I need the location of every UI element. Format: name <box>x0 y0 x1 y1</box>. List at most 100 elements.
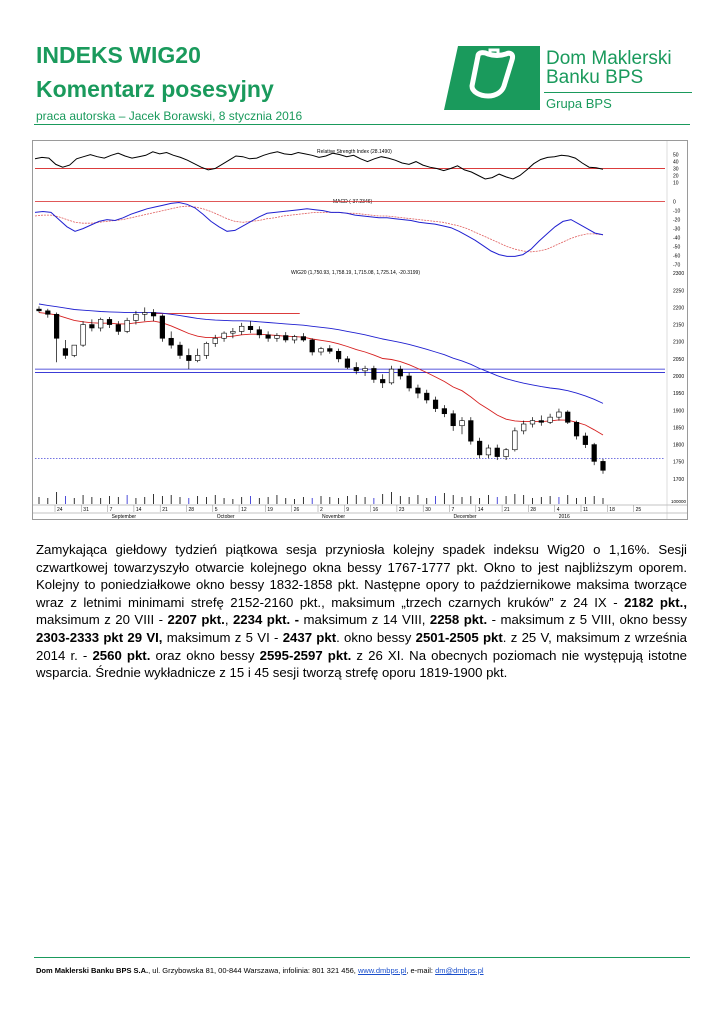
price-tick-label: 1850 <box>673 425 684 431</box>
candle-body <box>150 312 157 317</box>
candle-body <box>168 337 174 346</box>
candle-body <box>177 344 183 356</box>
price-tick-label: 1950 <box>673 391 684 397</box>
price-tick-label: 2150 <box>673 323 684 329</box>
candle-body <box>503 449 509 457</box>
candle-body <box>600 461 606 471</box>
footer-address: , ul. Grzybowska 81, 00-844 Warszawa, in… <box>148 966 358 975</box>
rsi-tick-label: 50 <box>673 153 679 159</box>
candle-body <box>591 444 597 462</box>
candle-body <box>221 332 227 339</box>
logo-line-3: Grupa BPS <box>546 96 612 111</box>
candle-body <box>406 375 412 389</box>
macd-signal-line <box>34 205 604 253</box>
candle-body <box>89 324 95 329</box>
footer: Dom Maklerski Banku BPS S.A., ul. Grzybo… <box>36 966 484 975</box>
candle-body <box>98 319 104 329</box>
author-byline: praca autorska – Jacek Borawski, 8 stycz… <box>36 109 303 123</box>
candle-body <box>450 413 456 427</box>
price-tick-label: 1750 <box>673 460 684 466</box>
candle-body <box>318 348 324 353</box>
price-tick-label: 1700 <box>673 477 684 483</box>
candle-body <box>247 325 254 331</box>
x-day-label: 21 <box>504 507 510 513</box>
x-day-label: 31 <box>83 507 89 513</box>
x-day-label: 12 <box>241 507 247 513</box>
volume-tick-label: 100000 <box>671 499 687 504</box>
x-day-label: 7 <box>110 507 113 513</box>
x-month-label: November <box>322 514 345 519</box>
x-day-label: 14 <box>136 507 142 513</box>
price-tick-label: 2300 <box>673 271 684 277</box>
footer-company: Dom Maklerski Banku BPS S.A. <box>36 966 149 975</box>
candle-body <box>582 435 588 445</box>
x-day-label: 4 <box>557 507 560 513</box>
candle-body <box>203 343 210 356</box>
logo-divider <box>544 92 692 93</box>
footer-divider <box>34 957 690 958</box>
price-tick-label: 2050 <box>673 357 684 363</box>
macd-tick-label: -60 <box>673 254 680 260</box>
candle-body <box>362 368 368 372</box>
rsi-tick-label: 30 <box>673 167 679 173</box>
candle-body <box>124 320 130 332</box>
candle-body <box>265 334 271 339</box>
candle-body <box>529 420 536 425</box>
macd-tick-label: -70 <box>673 263 680 269</box>
rsi-tick-label: 40 <box>673 160 679 166</box>
price-tick-label: 1900 <box>673 408 684 414</box>
price-tick-label: 2000 <box>673 374 684 380</box>
x-day-label: 11 <box>583 507 588 513</box>
candle-body <box>300 336 306 341</box>
ema45-line <box>38 303 604 404</box>
footer-email-link[interactable]: dm@dmbps.pl <box>435 966 484 975</box>
x-month-label: 2016 <box>559 514 570 519</box>
candle-body <box>547 416 553 423</box>
x-day-label: 7 <box>452 507 455 513</box>
rsi-tick-label: 10 <box>673 181 679 187</box>
candle-body <box>212 337 218 344</box>
bank-logo-icon <box>444 46 540 110</box>
candle-body <box>512 430 518 451</box>
page-subtitle: Komentarz posesyjny <box>36 76 274 102</box>
candle-body <box>565 411 571 423</box>
candle-body <box>195 355 201 361</box>
macd-label: MACD (-37.2346) <box>333 199 373 205</box>
candle-body <box>521 423 527 432</box>
candle-body <box>71 344 77 356</box>
x-day-label: 5 <box>215 507 218 513</box>
candle-body <box>36 308 42 312</box>
footer-website-link[interactable]: www.dmbps.pl <box>357 966 407 975</box>
wig20-chart: Relative Strength Index (28.1490) 50 40 30 2… <box>32 140 688 520</box>
candle-body <box>106 319 113 325</box>
price-label: WIG20 (1,750.93, 1,758.19, 1,715.08, 1,7… <box>291 270 420 276</box>
x-month-label: December <box>454 514 477 519</box>
price-tick-label: 2250 <box>673 288 684 294</box>
candle-body <box>485 447 492 456</box>
candle-body <box>62 348 69 356</box>
candle-body <box>239 325 245 332</box>
candle-body <box>291 336 298 341</box>
candle-body <box>45 310 51 315</box>
candle-body <box>556 411 562 418</box>
x-day-label: 23 <box>399 507 405 513</box>
price-tick-label: 2200 <box>673 305 684 311</box>
x-day-label: 14 <box>478 507 484 513</box>
x-day-label: 21 <box>162 507 168 513</box>
candle-body <box>283 335 289 341</box>
candle-body <box>54 313 60 339</box>
logo-line-2: Banku BPS <box>546 67 644 88</box>
macd-tick-label: 0 <box>673 200 676 206</box>
candle-body <box>459 420 465 427</box>
x-day-label: 9 <box>346 507 349 513</box>
candle-body <box>344 358 351 368</box>
candle-body <box>477 440 483 456</box>
candle-body <box>159 315 165 339</box>
x-day-label: 28 <box>189 507 195 513</box>
candle-body <box>538 420 544 423</box>
macd-tick-label: -10 <box>673 209 680 215</box>
page-title: INDEKS WIG20 <box>36 42 201 68</box>
candle-body <box>494 447 500 457</box>
candle-body <box>186 355 192 361</box>
x-day-label: 30 <box>425 507 431 513</box>
